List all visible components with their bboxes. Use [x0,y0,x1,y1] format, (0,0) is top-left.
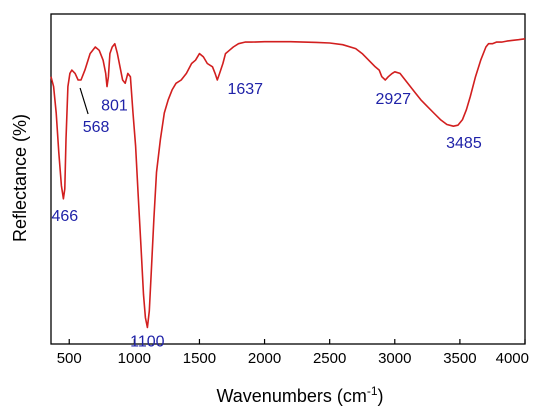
peak-label-1100: 1100 [130,334,165,351]
x-axis-tick-labels: 500 1000 1500 2000 2500 3000 3500 4000 [57,350,529,367]
x-tick-label: 1000 [118,350,151,367]
x-tick-label: 3000 [378,350,411,367]
x-tick-label: 2000 [248,350,281,367]
peak-label-466: 466 [51,208,78,225]
x-axis-ticks [68,339,526,344]
plot-frame [50,13,526,345]
peak-labels: 466 568 801 1100 1637 2927 3485 [51,81,481,351]
y-axis-title: Reflectance (%) [10,114,30,242]
x-tick-label: 3500 [443,350,476,367]
peak-568-pointer [79,87,89,115]
x-tick-label: 2500 [313,350,346,367]
peak-label-568: 568 [83,119,110,136]
peak-label-801: 801 [101,98,128,115]
peak-label-2927: 2927 [375,91,411,108]
x-tick-label: 1500 [183,350,216,367]
x-tick-label: 500 [57,350,82,367]
spectrum-line [50,38,526,329]
x-axis-title: Wavenumbers (cm-1) [216,384,383,406]
x-tick-label: 4000 [496,350,529,367]
peak-label-1637: 1637 [227,81,263,98]
peak-label-3485: 3485 [446,135,482,152]
